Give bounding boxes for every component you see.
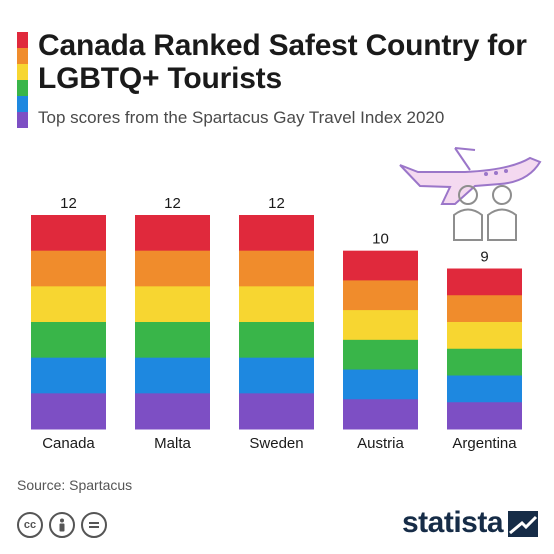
statista-logo[interactable]: statista (402, 506, 504, 539)
bar-stripe (135, 250, 210, 287)
category-label: Sweden (249, 435, 303, 452)
bar-stripe (135, 286, 210, 323)
bar-stripe (239, 250, 314, 287)
bar-stripe (31, 393, 106, 430)
category-label: Canada (42, 435, 95, 452)
bar-value-label: 12 (60, 195, 77, 212)
bar-stripe (31, 215, 106, 252)
statista-logo-mark (508, 511, 538, 537)
bar-stripe (31, 250, 106, 287)
bar-argentina (447, 268, 522, 430)
category-label: Argentina (452, 435, 517, 452)
bar-stripe (239, 215, 314, 252)
bar-stripe (343, 399, 418, 430)
bar-stripe (447, 322, 522, 350)
bar-stripe (447, 268, 522, 296)
bar-value-label: 9 (480, 249, 488, 266)
source-note: Source: Spartacus (17, 477, 133, 493)
bar-stripe (135, 393, 210, 430)
category-label: Austria (357, 435, 404, 452)
bar-stripe (135, 322, 210, 359)
bar-stripe (343, 310, 418, 341)
bar-value-label: 10 (372, 231, 389, 248)
bar-stripe (31, 322, 106, 359)
bar-stripe (135, 357, 210, 394)
bars-group: 12 Canada 12 Malta 12 Sweden 10 Austria 9 Argenti… (31, 195, 522, 452)
bar-stripe (135, 215, 210, 252)
bar-value-label: 12 (164, 195, 181, 212)
attribution-icon[interactable] (49, 512, 75, 538)
bar-stripe (343, 369, 418, 400)
person-icon (453, 185, 483, 241)
bar-stripe (239, 393, 314, 430)
bar-canada (31, 215, 106, 430)
rainbow-color-strip (17, 32, 28, 128)
cc-icon[interactable]: cc (17, 512, 43, 538)
bar-stripe (343, 339, 418, 371)
airplane-people-illustration (399, 147, 542, 241)
bar-stripe (239, 286, 314, 323)
bar-value-label: 12 (268, 195, 285, 212)
no-derivatives-icon[interactable] (81, 512, 107, 538)
bar-malta (135, 215, 210, 430)
bar-stripe (447, 375, 522, 403)
bar-stripe (343, 250, 418, 281)
bar-stripe (447, 295, 522, 323)
bar-stripe (343, 280, 418, 311)
person-icon (487, 185, 517, 241)
bar-stripe (447, 348, 522, 376)
bar-stripe (447, 402, 522, 430)
bar-stripe (31, 357, 106, 394)
bar-austria (343, 250, 418, 430)
bar-stripe (31, 286, 106, 323)
bar-sweden (239, 215, 314, 430)
chart-subtitle: Top scores from the Spartacus Gay Travel… (38, 108, 445, 127)
bar-chart: 12 Canada 12 Malta 12 Sweden 10 Austria 9 Argenti… (31, 147, 542, 452)
bar-stripe (239, 322, 314, 359)
bar-stripe (239, 357, 314, 394)
category-label: Malta (154, 435, 191, 452)
airplane-icon (399, 147, 542, 205)
chart-title: Canada Ranked Safest Country for LGBTQ+ … (38, 29, 527, 95)
license-icons: cc (17, 512, 107, 538)
